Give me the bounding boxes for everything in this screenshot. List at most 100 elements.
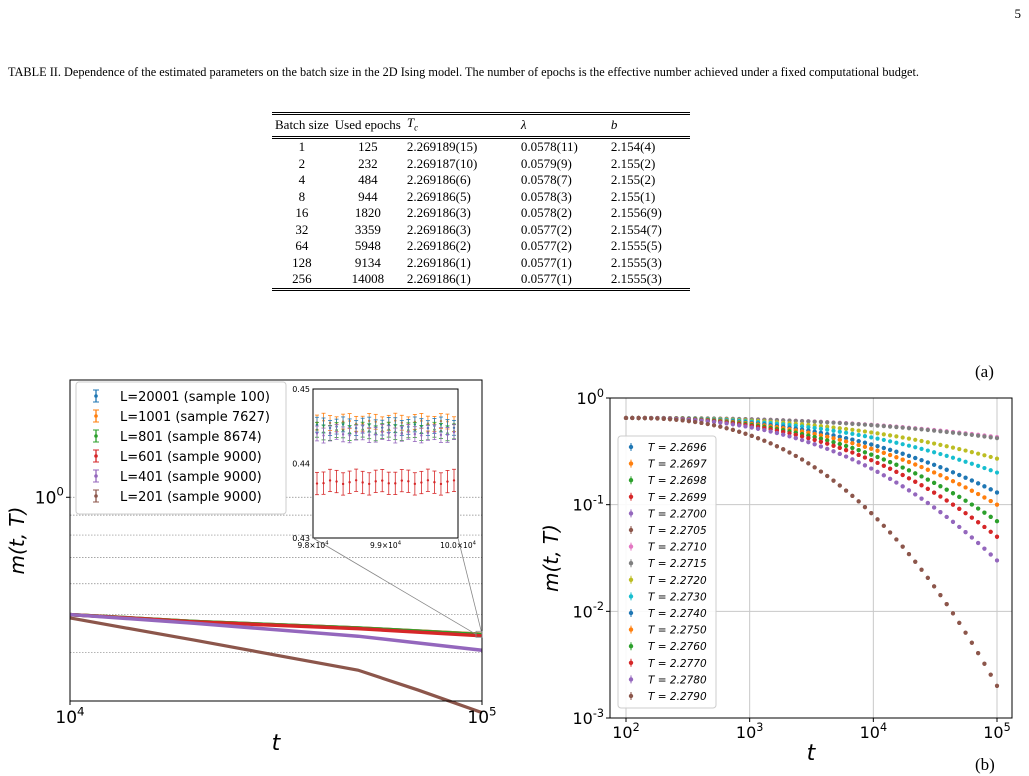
inset-point	[446, 433, 449, 437]
legend-label: T = 2.2705	[648, 525, 707, 537]
legend-marker	[94, 454, 98, 458]
data-point	[686, 419, 691, 424]
data-point	[919, 483, 924, 488]
inset-point	[361, 481, 364, 484]
data-point	[806, 439, 811, 445]
data-point	[994, 456, 1000, 461]
inset-point	[374, 433, 377, 436]
data-point	[812, 434, 817, 440]
inset-point	[328, 479, 332, 482]
legend-label: T = 2.2696	[648, 442, 707, 454]
data-point	[888, 466, 893, 471]
data-point	[793, 453, 798, 459]
table-cell: 2.269186(6)	[406, 172, 471, 188]
data-point	[837, 426, 842, 431]
data-point	[906, 468, 912, 473]
table-cell: 8	[298, 188, 306, 204]
data-point	[875, 423, 880, 428]
table-cell: 2.155(1)	[610, 188, 656, 204]
legend-label: T = 2.2750	[648, 625, 707, 637]
data-point	[894, 434, 899, 439]
data-point	[963, 485, 968, 490]
header-batch-size: Batch size	[275, 117, 329, 133]
data-point	[875, 436, 880, 441]
data-point	[913, 471, 918, 476]
legend-marker	[628, 610, 634, 616]
data-point	[799, 424, 805, 429]
legend-label: L=801 (sample 8674)	[120, 430, 262, 445]
legend-label: T = 2.2710	[648, 542, 707, 554]
data-point	[661, 416, 666, 421]
data-point	[950, 519, 956, 524]
table-cell: 0.0578(2)	[520, 205, 572, 221]
data-point	[913, 445, 918, 450]
data-point	[988, 514, 993, 519]
table-cell: 0.0579(9)	[520, 155, 572, 171]
data-point	[850, 493, 855, 498]
data-point	[988, 529, 993, 534]
table-cell: 2.1555(3)	[610, 271, 662, 287]
data-point	[988, 454, 993, 460]
inset-point	[348, 481, 351, 484]
data-point	[881, 473, 886, 478]
data-point	[869, 423, 874, 428]
table-row: 32 3359 2.269186(3) 0.0577(2) 2.1554(7)	[272, 222, 690, 239]
header-used-epochs: Used epochs	[334, 117, 401, 133]
table-cell: 1	[298, 139, 306, 155]
parameters-table: Batch size Used epochs Tc λ b 1 125 2.2691…	[272, 112, 690, 291]
data-point	[969, 535, 974, 540]
inset-point	[420, 434, 423, 437]
data-point	[850, 450, 855, 455]
data-point	[957, 431, 962, 436]
data-point	[881, 424, 886, 429]
data-point	[913, 479, 918, 484]
data-point	[737, 429, 742, 434]
data-point	[982, 546, 987, 551]
data-point	[944, 498, 949, 503]
legend-label: T = 2.2730	[648, 591, 707, 603]
inset-y-tick-label: 0.45	[292, 385, 310, 394]
data-point	[988, 552, 993, 557]
header-lambda: λ	[520, 117, 527, 133]
data-point	[888, 447, 893, 452]
data-point	[925, 477, 930, 482]
table-cell: 484	[358, 172, 378, 188]
data-point	[768, 429, 773, 434]
data-point	[799, 418, 805, 424]
legend-frame	[617, 435, 717, 709]
data-point	[919, 464, 924, 470]
data-point	[982, 453, 987, 458]
data-point	[900, 472, 905, 478]
data-point	[825, 438, 830, 443]
table-cell: 0.0577(2)	[520, 221, 572, 237]
data-point	[888, 459, 893, 465]
data-point	[843, 436, 849, 441]
data-point	[888, 433, 893, 438]
data-point	[875, 517, 880, 522]
data-point	[862, 444, 868, 449]
data-point	[850, 437, 855, 442]
data-point	[888, 476, 893, 481]
data-point	[818, 433, 824, 438]
legend: L=20001 (sample 100) L=1001 (sample 7627)…	[75, 381, 287, 515]
data-point	[768, 441, 773, 446]
legend-marker	[94, 494, 98, 498]
table-row: 1 125 2.269189(15) 0.0578(11) 2.154(4)	[272, 138, 690, 156]
data-point	[994, 470, 1000, 475]
series-line	[69, 616, 483, 715]
data-point	[843, 421, 849, 426]
chart-b: 102 103 104 105 10-3 10-2 10-1 100 t m(t, T) T = 2…	[539, 387, 1013, 766]
data-point	[906, 488, 912, 493]
data-point	[799, 437, 805, 443]
table-header-row: Batch size Used epochs Tc λ b	[272, 113, 690, 138]
data-point	[976, 481, 981, 486]
data-point	[850, 445, 855, 451]
data-point	[932, 470, 937, 475]
data-point	[850, 441, 855, 446]
table-cell: 2.155(2)	[610, 172, 656, 188]
data-point	[906, 443, 912, 448]
data-point	[925, 486, 930, 491]
data-point	[749, 425, 754, 430]
data-point	[799, 457, 805, 462]
y-tick-label: 10-1	[572, 493, 604, 514]
